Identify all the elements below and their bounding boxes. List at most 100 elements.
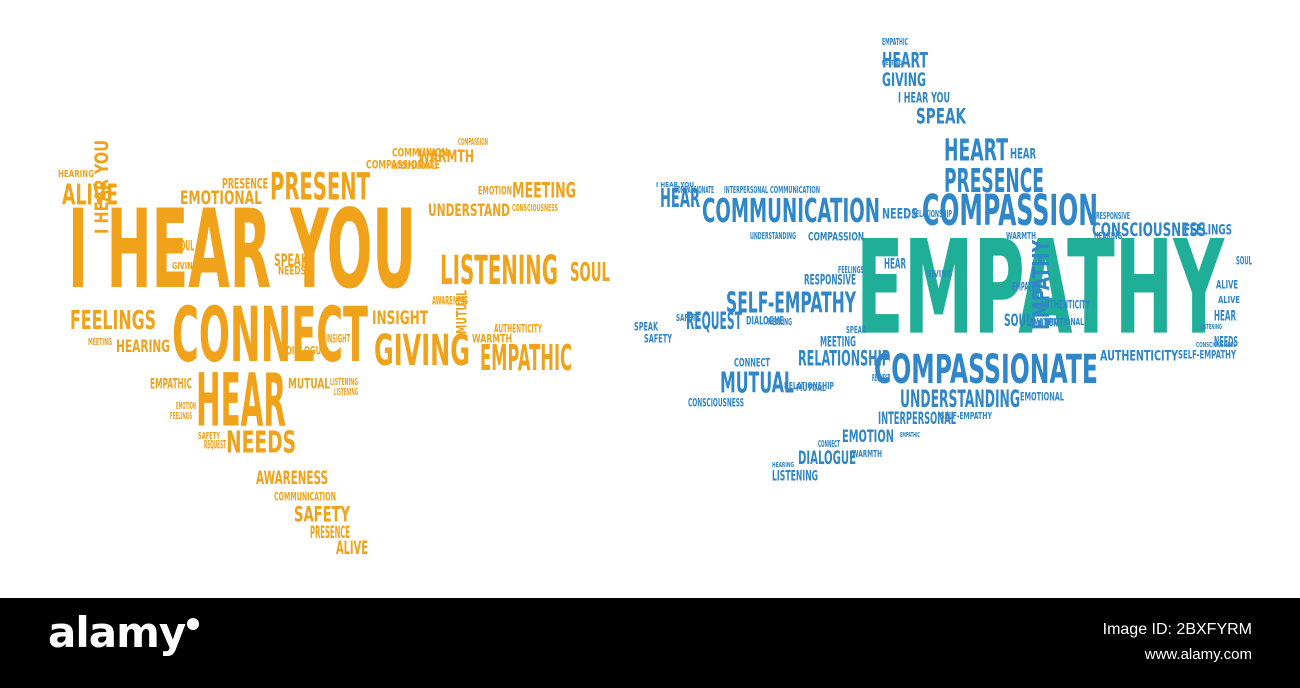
right-cloud-word-empathy: EMPATHY — [856, 213, 1225, 364]
right-cloud-word-safety: SAFETY — [676, 313, 700, 324]
left-cloud-word-alive: ALIVE — [336, 537, 368, 559]
left-cloud-word-feelings: FEELINGS — [70, 306, 156, 336]
left-cloud-word-alive: ALIVE — [62, 179, 118, 212]
right-cloud-word-request: REQUEST — [686, 307, 742, 335]
right-cloud-word-needs: NEEDS — [882, 206, 918, 222]
right-cloud-word-feelings: FEELINGS — [1184, 222, 1232, 238]
right-cloud-word-meeting: MEETING — [882, 58, 902, 67]
right-cloud-word-compassionate: COMPASSIONATE — [674, 185, 714, 196]
right-cloud-word-speak: SPEAK — [846, 325, 866, 336]
left-cloud-word-awareness: AWARENESS — [432, 294, 468, 308]
left-cloud-word-mutual: MUTUAL — [288, 376, 330, 392]
right-cloud-word-communication: COMMUNICATION — [702, 191, 880, 230]
right-cloud-word-responsive: RESPONSIVE — [804, 272, 856, 288]
right-cloud-word-consciousness: CONSCIOUSNESS — [1092, 219, 1206, 241]
left-cloud-word-warmth: WARMTH — [418, 147, 474, 166]
left-cloud-word-needs: NEEDS — [278, 264, 306, 278]
right-cloud-word-safety: SAFETY — [644, 332, 672, 346]
left-cloud-word-presence: PRESENCE — [222, 176, 268, 192]
left-cloud-word-authenticity: AUTHENTICITY — [494, 322, 542, 336]
right-cloud-word-connect: CONNECT — [734, 356, 770, 370]
left-cloud-word-safety: SAFETY — [294, 502, 350, 527]
right-cloud-word-soul: SOUL — [1236, 254, 1252, 268]
right-cloud-word-alive: ALIVE — [1218, 295, 1240, 306]
image-id-label: Image ID: 2BXFYRM — [1102, 621, 1252, 638]
left-cloud-word-insight: INSIGHT — [372, 307, 428, 329]
right-cloud-word-interpersonal: INTERPERSONAL — [878, 409, 956, 428]
left-cloud-word-emotion: EMOTION — [478, 184, 512, 198]
right-cloud-word-interpersonal: INTERPERSONAL — [724, 185, 768, 196]
right-cloud-word-i-hear-you: I HEAR YOU — [656, 180, 694, 189]
left-cloud-word-communion: COMMUNION — [392, 146, 448, 160]
left-cloud-word-hearing: HEARING — [116, 337, 170, 356]
left-cloud-word-meeting: MEETING — [88, 337, 112, 348]
right-cloud-word-communication: COMMUNICATION — [770, 185, 820, 196]
right-cloud-word-self-empathy: SELF-EMPATHY — [726, 287, 856, 320]
right-cloud-word-authenticity: AUTHENTICITY — [1100, 348, 1179, 364]
right-cloud-word-hearing: HEARING — [768, 317, 792, 328]
left-cloud-word-empathic: EMPATHIC — [150, 376, 192, 392]
right-cloud-word-presence: PRESENCE — [944, 161, 1044, 200]
right-cloud-word-meeting: MEETING — [820, 334, 856, 350]
right-cloud-word-authenticity: AUTHENTICITY — [1040, 298, 1090, 312]
left-cloud-word-consciousness: CONSCIOUSNESS — [512, 203, 558, 214]
right-cloud-word-relationship: RELATIONSHIP — [798, 346, 890, 371]
brand-name: alamy — [48, 608, 186, 657]
brand-mark-icon — [187, 618, 200, 630]
right-cloud-word-empathic: EMPATHIC — [1012, 280, 1042, 294]
right-cloud-word-heart: HEART — [944, 133, 1008, 168]
right-cloud-word-understanding: UNDERSTANDING — [750, 231, 796, 242]
right-cloud-word-mutual: MUTUAL — [796, 383, 826, 394]
left-cloud-word-hearing: HEARING — [58, 169, 94, 180]
right-cloud-word-warmth: WARMTH — [852, 449, 882, 460]
left-cloud-word-i-hear-you: I HEAR YOU — [92, 140, 113, 234]
right-cloud-word-self-empathy: SELF-EMPATHY — [940, 411, 992, 422]
left-cloud-word-present: PRESENT — [270, 165, 370, 209]
left-cloud-word-speak: SPEAK — [274, 251, 309, 270]
left-cloud-word-connect: CONNECT — [172, 291, 368, 379]
right-cloud-word-relationship: RELATIONSHIP — [784, 381, 834, 392]
left-cloud-word-interpersonal: INTERPERSONAL — [392, 161, 436, 172]
word-cloud-illustration: I HEAR YOU CONNECT HEAR PRESENT LISTENING GIV… — [58, 36, 1253, 559]
right-cloud-word-consciousness: CONSCIOUSNESS — [688, 396, 744, 410]
left-hand-word-cloud: I HEAR YOUCONNECTHEARPRESENTLISTENINGGIV… — [58, 137, 610, 559]
left-cloud-word-mutual: MUTUAL — [454, 290, 470, 334]
right-cloud-word-compassion: COMPASSION — [922, 187, 1098, 236]
left-cloud-word-soul: SOUL — [176, 238, 194, 254]
right-cloud-word-heart: HEART — [882, 48, 928, 73]
watermark-footer: alamy Image ID: 2BXFYRM www.alamy.com — [0, 598, 1300, 688]
right-cloud-word-listening: LISTENING — [772, 468, 818, 484]
left-cloud-word-insight: INSIGHT — [326, 332, 350, 346]
left-cloud-word-empathic: EMPATHIC — [480, 338, 572, 379]
left-cloud-word-dialogue: DIALOGUE — [286, 344, 326, 358]
right-cloud-word-responsive: RESPONSIVE — [1096, 211, 1130, 222]
right-cloud-word-hear: HEAR — [660, 184, 700, 214]
left-cloud-word-awareness: AWARENESS — [256, 467, 328, 489]
left-cloud-word-understand: UNDERSTAND — [428, 201, 510, 220]
right-cloud-word-dialogue: DIALOGUE — [798, 447, 856, 469]
right-cloud-word-listening: LISTENING — [1200, 322, 1222, 331]
left-cloud-word-compassionate: COMPASSIONATE — [366, 158, 440, 172]
right-cloud-word-giving: GIVING — [882, 69, 926, 91]
right-cloud-word-hear: HEAR — [1010, 146, 1036, 162]
right-cloud-word-empathic: EMPATHIC — [900, 430, 920, 439]
right-cloud-word-request: REQUEST — [872, 373, 890, 384]
right-cloud-word-giving: GIVING — [926, 269, 952, 280]
right-cloud-word-dialogue: DIALOGUE — [746, 314, 784, 328]
right-cloud-word-self-empathy: SELF-EMPATHY — [1178, 348, 1236, 362]
left-cloud-word-needs: NEEDS — [226, 425, 296, 460]
left-cloud-word-communication: COMMUNICATION — [274, 490, 336, 504]
left-cloud-word-warmth: WARMTH — [472, 332, 512, 346]
right-cloud-word-empathic: EMPATHIC — [882, 37, 908, 48]
right-cloud-word-needs: NEEDS — [1214, 334, 1238, 350]
right-cloud-word-relationship: RELATIONSHIP — [912, 209, 952, 220]
right-cloud-word-compassionate: COMPASSIONATE — [874, 347, 1098, 393]
right-cloud-word-emotion: EMOTION — [1030, 316, 1058, 330]
left-cloud-word-soul: SOUL — [570, 258, 610, 288]
right-cloud-word-warmth: WARMTH — [1006, 231, 1036, 242]
right-cloud-word-hear: HEAR — [884, 256, 906, 272]
right-cloud-word-emotional: EMOTIONAL — [1020, 390, 1064, 404]
left-cloud-word-safety: SAFETY — [198, 431, 220, 442]
right-cloud-word-i-hear-you: I HEAR YOU — [898, 90, 950, 106]
